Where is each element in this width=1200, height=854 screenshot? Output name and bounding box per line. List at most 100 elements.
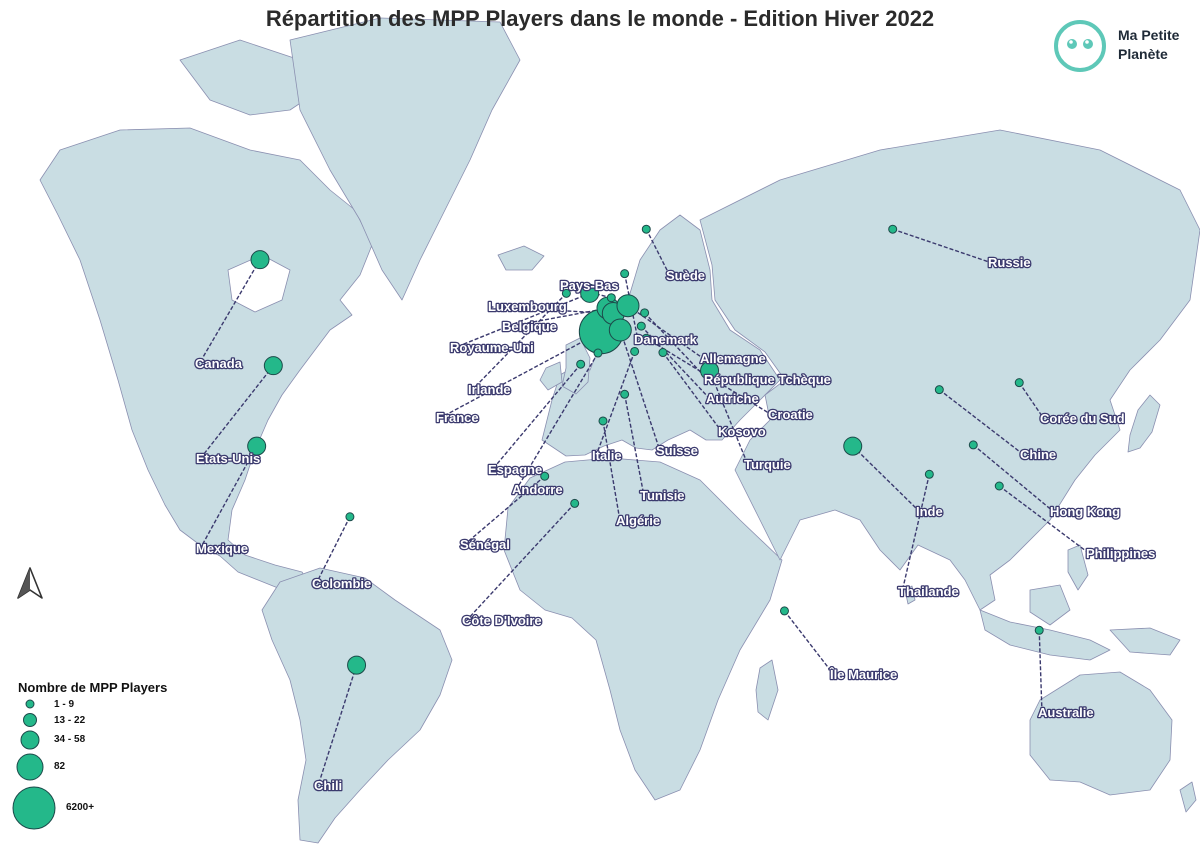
leader-line-thailande — [901, 474, 931, 593]
leader-line-australie — [1038, 630, 1043, 714]
land-madagascar — [755, 659, 779, 721]
label-thailande: Thailande — [898, 584, 959, 599]
leader-line-autriche — [640, 325, 711, 400]
label-kosovo: Kosovo — [718, 424, 766, 439]
leader-line-hong-kong — [972, 444, 1055, 513]
circle-croatie[interactable] — [641, 333, 651, 343]
circle-chine[interactable] — [934, 385, 944, 395]
circle-canada[interactable] — [250, 250, 270, 270]
circle-coree-du-sud[interactable] — [1014, 378, 1024, 388]
leader-line-suisse — [619, 329, 661, 452]
label-danemark: Danemark — [634, 332, 698, 347]
circle-cote-d-ivoire[interactable] — [570, 498, 580, 508]
legend-label-4: 82 — [54, 761, 66, 772]
circle-andorre[interactable] — [593, 348, 603, 358]
label-andorre: Andorre — [512, 482, 563, 497]
circle-algerie[interactable] — [598, 416, 608, 426]
circle-senegal[interactable] — [540, 471, 550, 481]
circle-autriche[interactable] — [636, 321, 646, 331]
circle-hong-kong[interactable] — [968, 440, 978, 450]
circle-tunisie[interactable] — [620, 389, 630, 399]
label-russie: Russie — [988, 255, 1031, 270]
circle-espagne[interactable] — [576, 359, 586, 369]
circle-thailande[interactable] — [924, 469, 934, 479]
circle-danemark[interactable] — [620, 269, 630, 279]
legend-label-5: 6200+ — [66, 802, 95, 813]
circle-irlande[interactable] — [561, 288, 571, 298]
label-coree-du-sud: Corée du Sud — [1040, 411, 1125, 426]
leader-line-mexique — [199, 445, 258, 550]
smiling-planet-icon — [1054, 20, 1106, 72]
leader-line-chili — [317, 664, 358, 787]
label-irlande: Irlande — [468, 382, 511, 397]
circle-russie[interactable] — [888, 224, 898, 234]
circle-royaume-uni[interactable] — [580, 283, 600, 303]
country-labels: France Belgique Luxembourg Allemagne Suisse C… — [194, 254, 1157, 795]
legend-symbol-5 — [12, 786, 56, 830]
label-chili: Chili — [314, 778, 342, 793]
circle-turquie[interactable] — [700, 361, 720, 381]
logo-line-2: Planète — [1118, 46, 1168, 62]
label-pays-bas: Pays-Bas — [560, 278, 619, 293]
leader-line-espagne — [491, 363, 582, 471]
label-suisse: Suisse — [656, 443, 698, 458]
label-espagne: Espagne — [488, 462, 542, 477]
circle-etats-unis[interactable] — [263, 356, 283, 376]
label-italie: Italie — [592, 448, 622, 463]
land-australia — [1029, 671, 1173, 796]
label-mexique: Mexique — [196, 541, 248, 556]
label-belgique: Belgique — [502, 319, 557, 334]
circle-chili[interactable] — [347, 655, 367, 675]
circle-pays-bas[interactable] — [606, 293, 616, 303]
land-new-zealand — [1179, 781, 1197, 813]
north-arrow-icon — [17, 567, 43, 599]
label-france: France — [436, 410, 479, 425]
circle-allemagne[interactable] — [616, 294, 640, 318]
leader-line-russie — [892, 228, 993, 264]
legend-symbol-1 — [25, 699, 35, 709]
circle-colombie[interactable] — [345, 512, 355, 522]
legend-symbols — [12, 699, 56, 830]
leader-line-france — [439, 331, 602, 419]
land-asia — [699, 129, 1200, 611]
circle-mexique[interactable] — [247, 436, 267, 456]
label-tunisie: Tunisie — [640, 488, 685, 503]
circle-suede[interactable] — [641, 224, 651, 234]
label-canada: Canada — [195, 356, 243, 371]
label-luxembourg: Luxembourg — [488, 299, 567, 314]
circle-ile-maurice[interactable] — [779, 606, 789, 616]
circle-suisse[interactable] — [608, 318, 632, 342]
circle-kosovo[interactable] — [658, 348, 668, 358]
circle-australie[interactable] — [1034, 625, 1044, 635]
legend-symbol-2 — [23, 713, 37, 727]
circle-inde[interactable] — [843, 436, 863, 456]
land-sri-lanka — [904, 585, 916, 605]
label-etats-unis: Etats-Unis — [196, 451, 260, 466]
label-cote-d-ivoire: Côte D'Ivoire — [462, 613, 542, 628]
leader-line-republique-tcheque — [644, 312, 709, 381]
legend-label-3: 34 - 58 — [54, 734, 86, 745]
leader-line-royaume-uni — [453, 292, 590, 349]
land-indonesia — [979, 609, 1111, 661]
leader-line-belgique — [505, 307, 609, 328]
leader-line-philippines — [998, 485, 1091, 555]
leader-line-ile-maurice — [783, 610, 835, 676]
leader-line-suede — [645, 228, 671, 277]
circle-republique-tcheque[interactable] — [640, 308, 650, 318]
label-croatie: Croatie — [768, 407, 813, 422]
label-australie: Australie — [1038, 705, 1094, 720]
leader-line-irlande — [471, 292, 567, 391]
label-turquie: Turquie — [744, 457, 791, 472]
label-chine: Chine — [1020, 447, 1056, 462]
north-arrow — [16, 566, 44, 607]
leader-line-colombie — [315, 516, 351, 585]
circle-italie[interactable] — [630, 346, 640, 356]
player-circles — [247, 224, 1044, 675]
legend-symbol-4 — [16, 753, 44, 781]
circle-philippines[interactable] — [994, 481, 1004, 491]
label-royaume-uni: Royaume-Uni — [450, 340, 534, 355]
logo-line-1: Ma Petite — [1118, 27, 1180, 43]
logo-text: Ma Petite Planète — [1118, 26, 1198, 64]
land-masses — [39, 17, 1200, 844]
